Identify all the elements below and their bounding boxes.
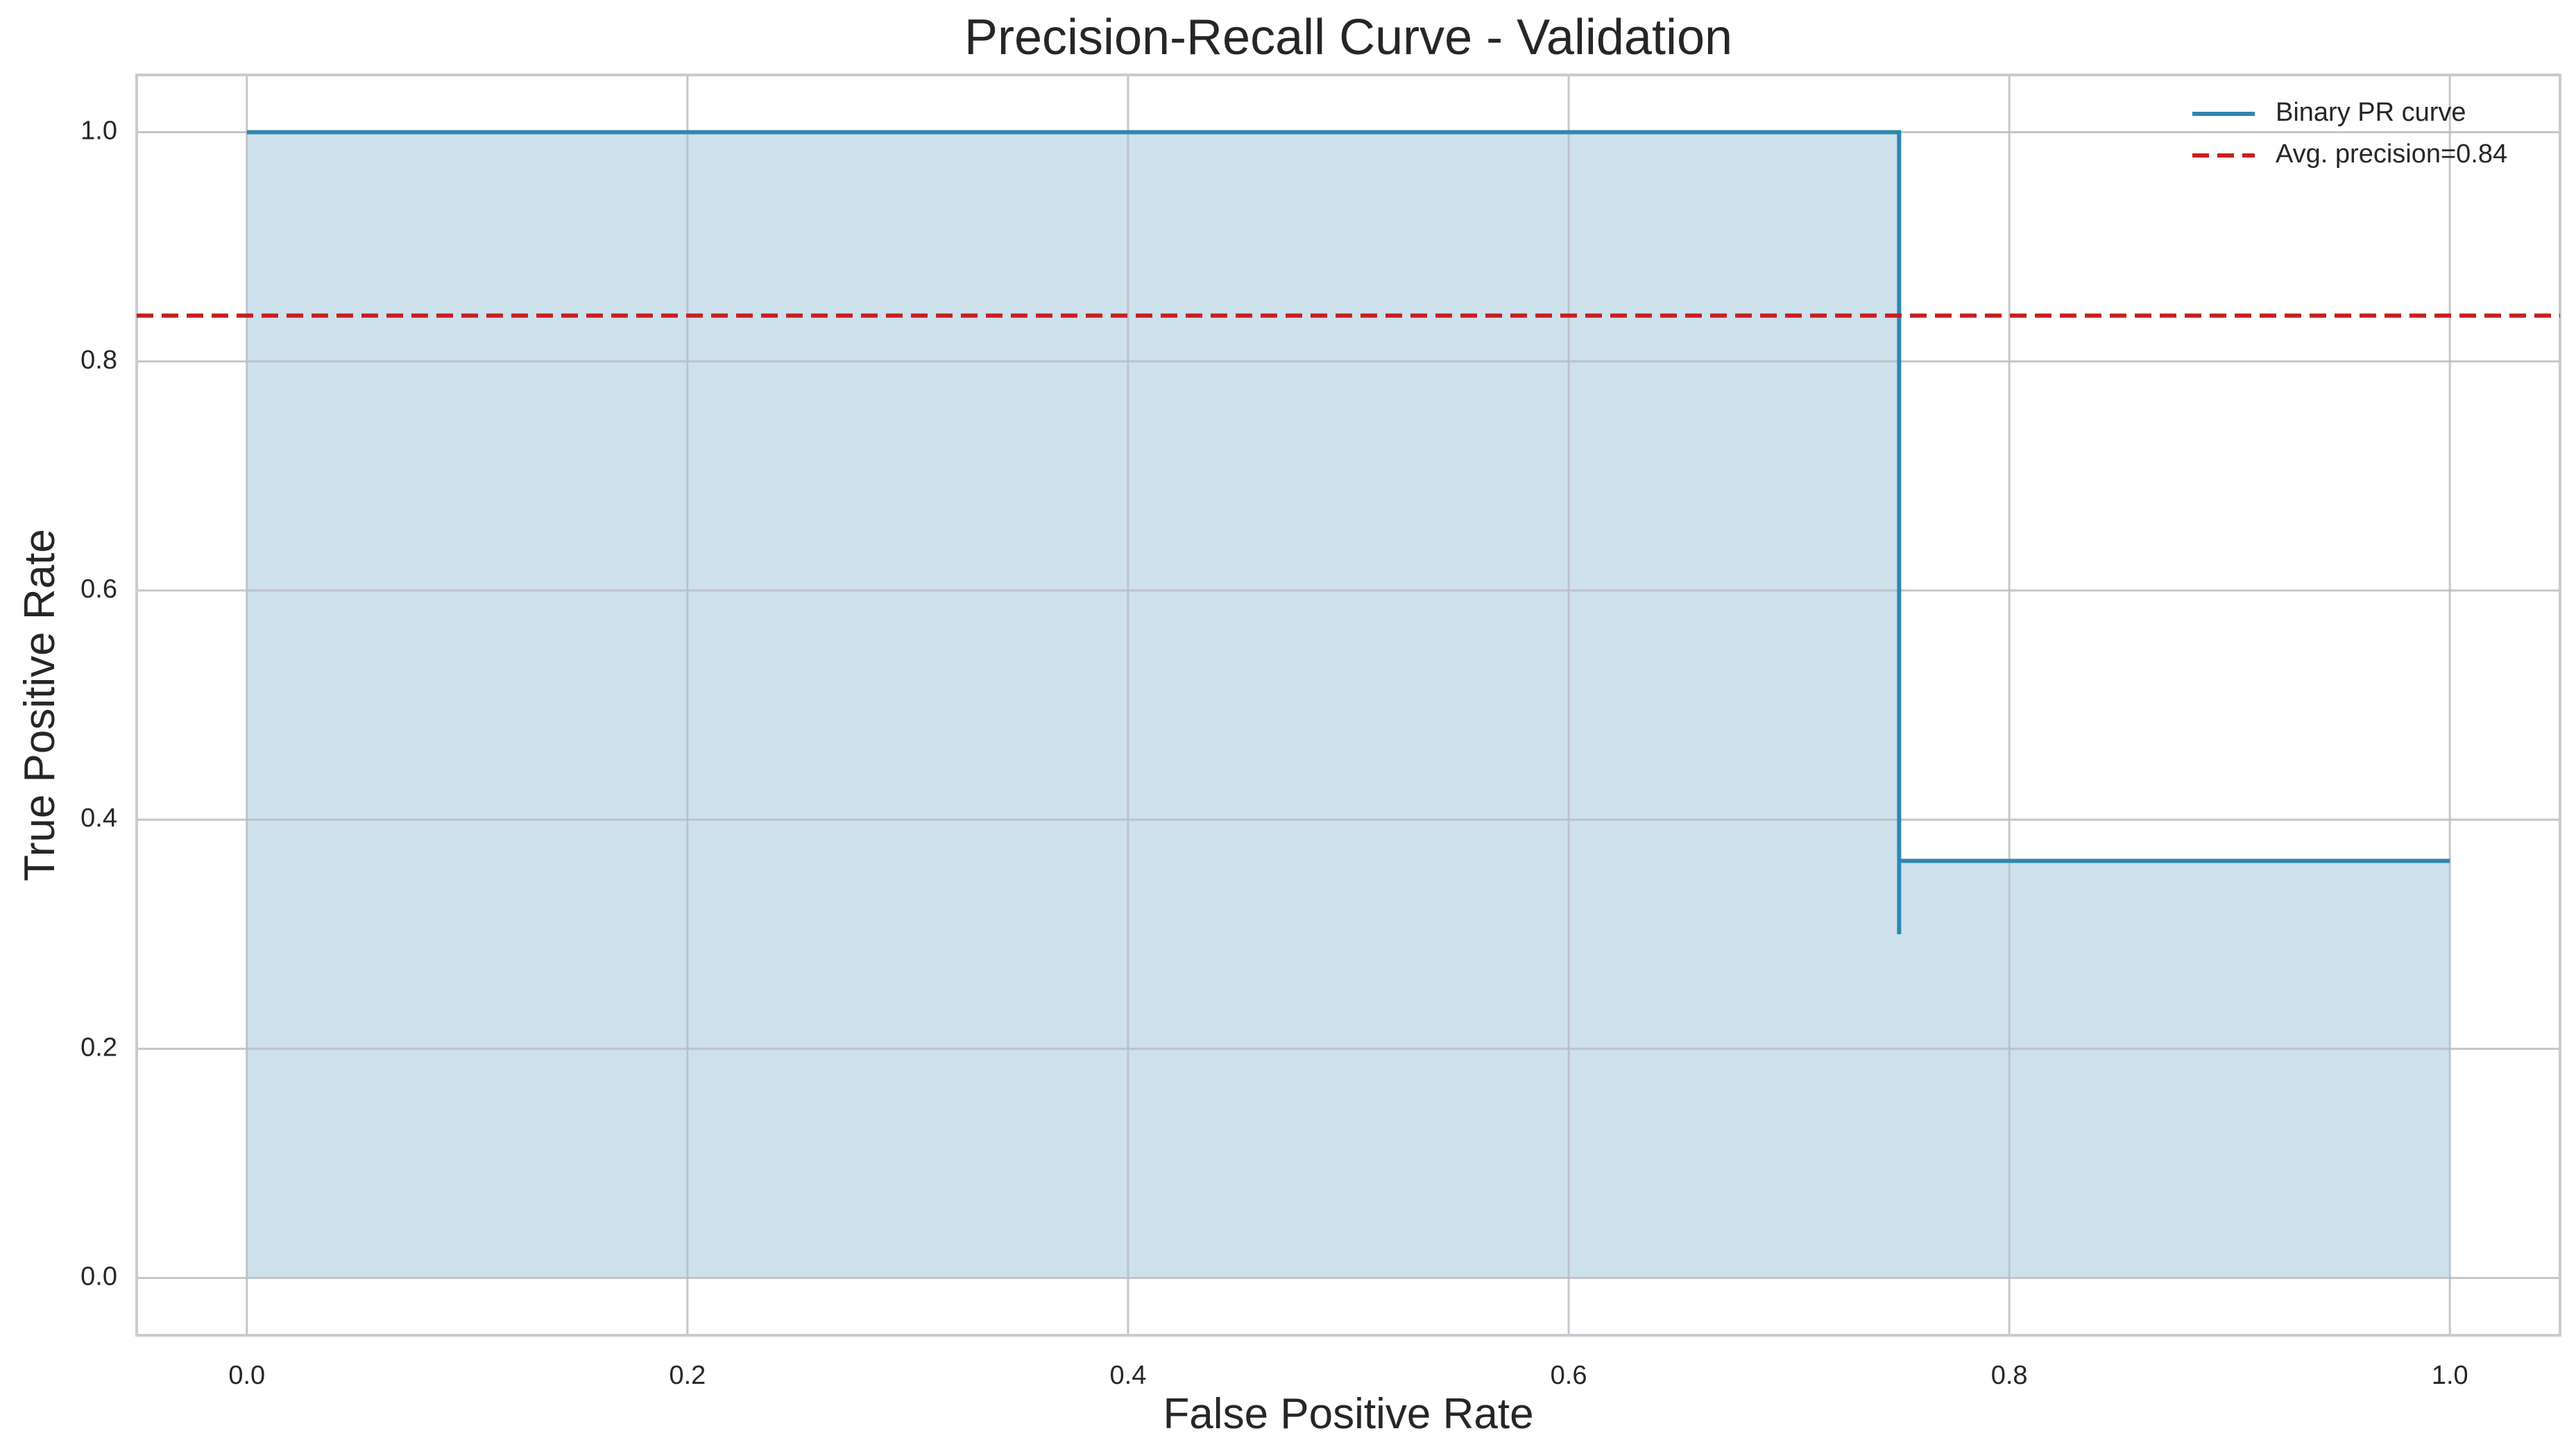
y-tick-label: 0.6 — [80, 575, 117, 604]
plot-frame — [135, 74, 2561, 1337]
x-tick-label: 0.2 — [669, 1361, 706, 1390]
pr-curve-area — [246, 132, 2450, 1278]
y-tick-label: 0.8 — [80, 346, 117, 375]
x-tick-label: 0.0 — [228, 1361, 265, 1390]
legend-avg-precision-label: Avg. precision=0.84 — [2276, 139, 2507, 169]
pr-curve-line — [246, 130, 2450, 935]
x-tick-label: 0.6 — [1551, 1361, 1587, 1390]
x-tick-label: 1.0 — [2432, 1361, 2468, 1390]
x-tick-label: 0.4 — [1110, 1361, 1147, 1390]
y-tick-label: 0.4 — [80, 804, 117, 833]
x-tick-label: 0.8 — [1991, 1361, 2028, 1390]
y-axis-label: True Positive Rate — [16, 529, 64, 881]
y-tick-label: 1.0 — [80, 117, 117, 146]
legend-pr-curve-label: Binary PR curve — [2276, 98, 2466, 127]
chart-title: Precision-Recall Curve - Validation — [964, 10, 1732, 65]
x-axis-label: False Positive Rate — [1163, 1390, 1533, 1438]
y-tick-label: 0.0 — [80, 1262, 117, 1291]
y-tick-label: 0.2 — [80, 1033, 117, 1062]
